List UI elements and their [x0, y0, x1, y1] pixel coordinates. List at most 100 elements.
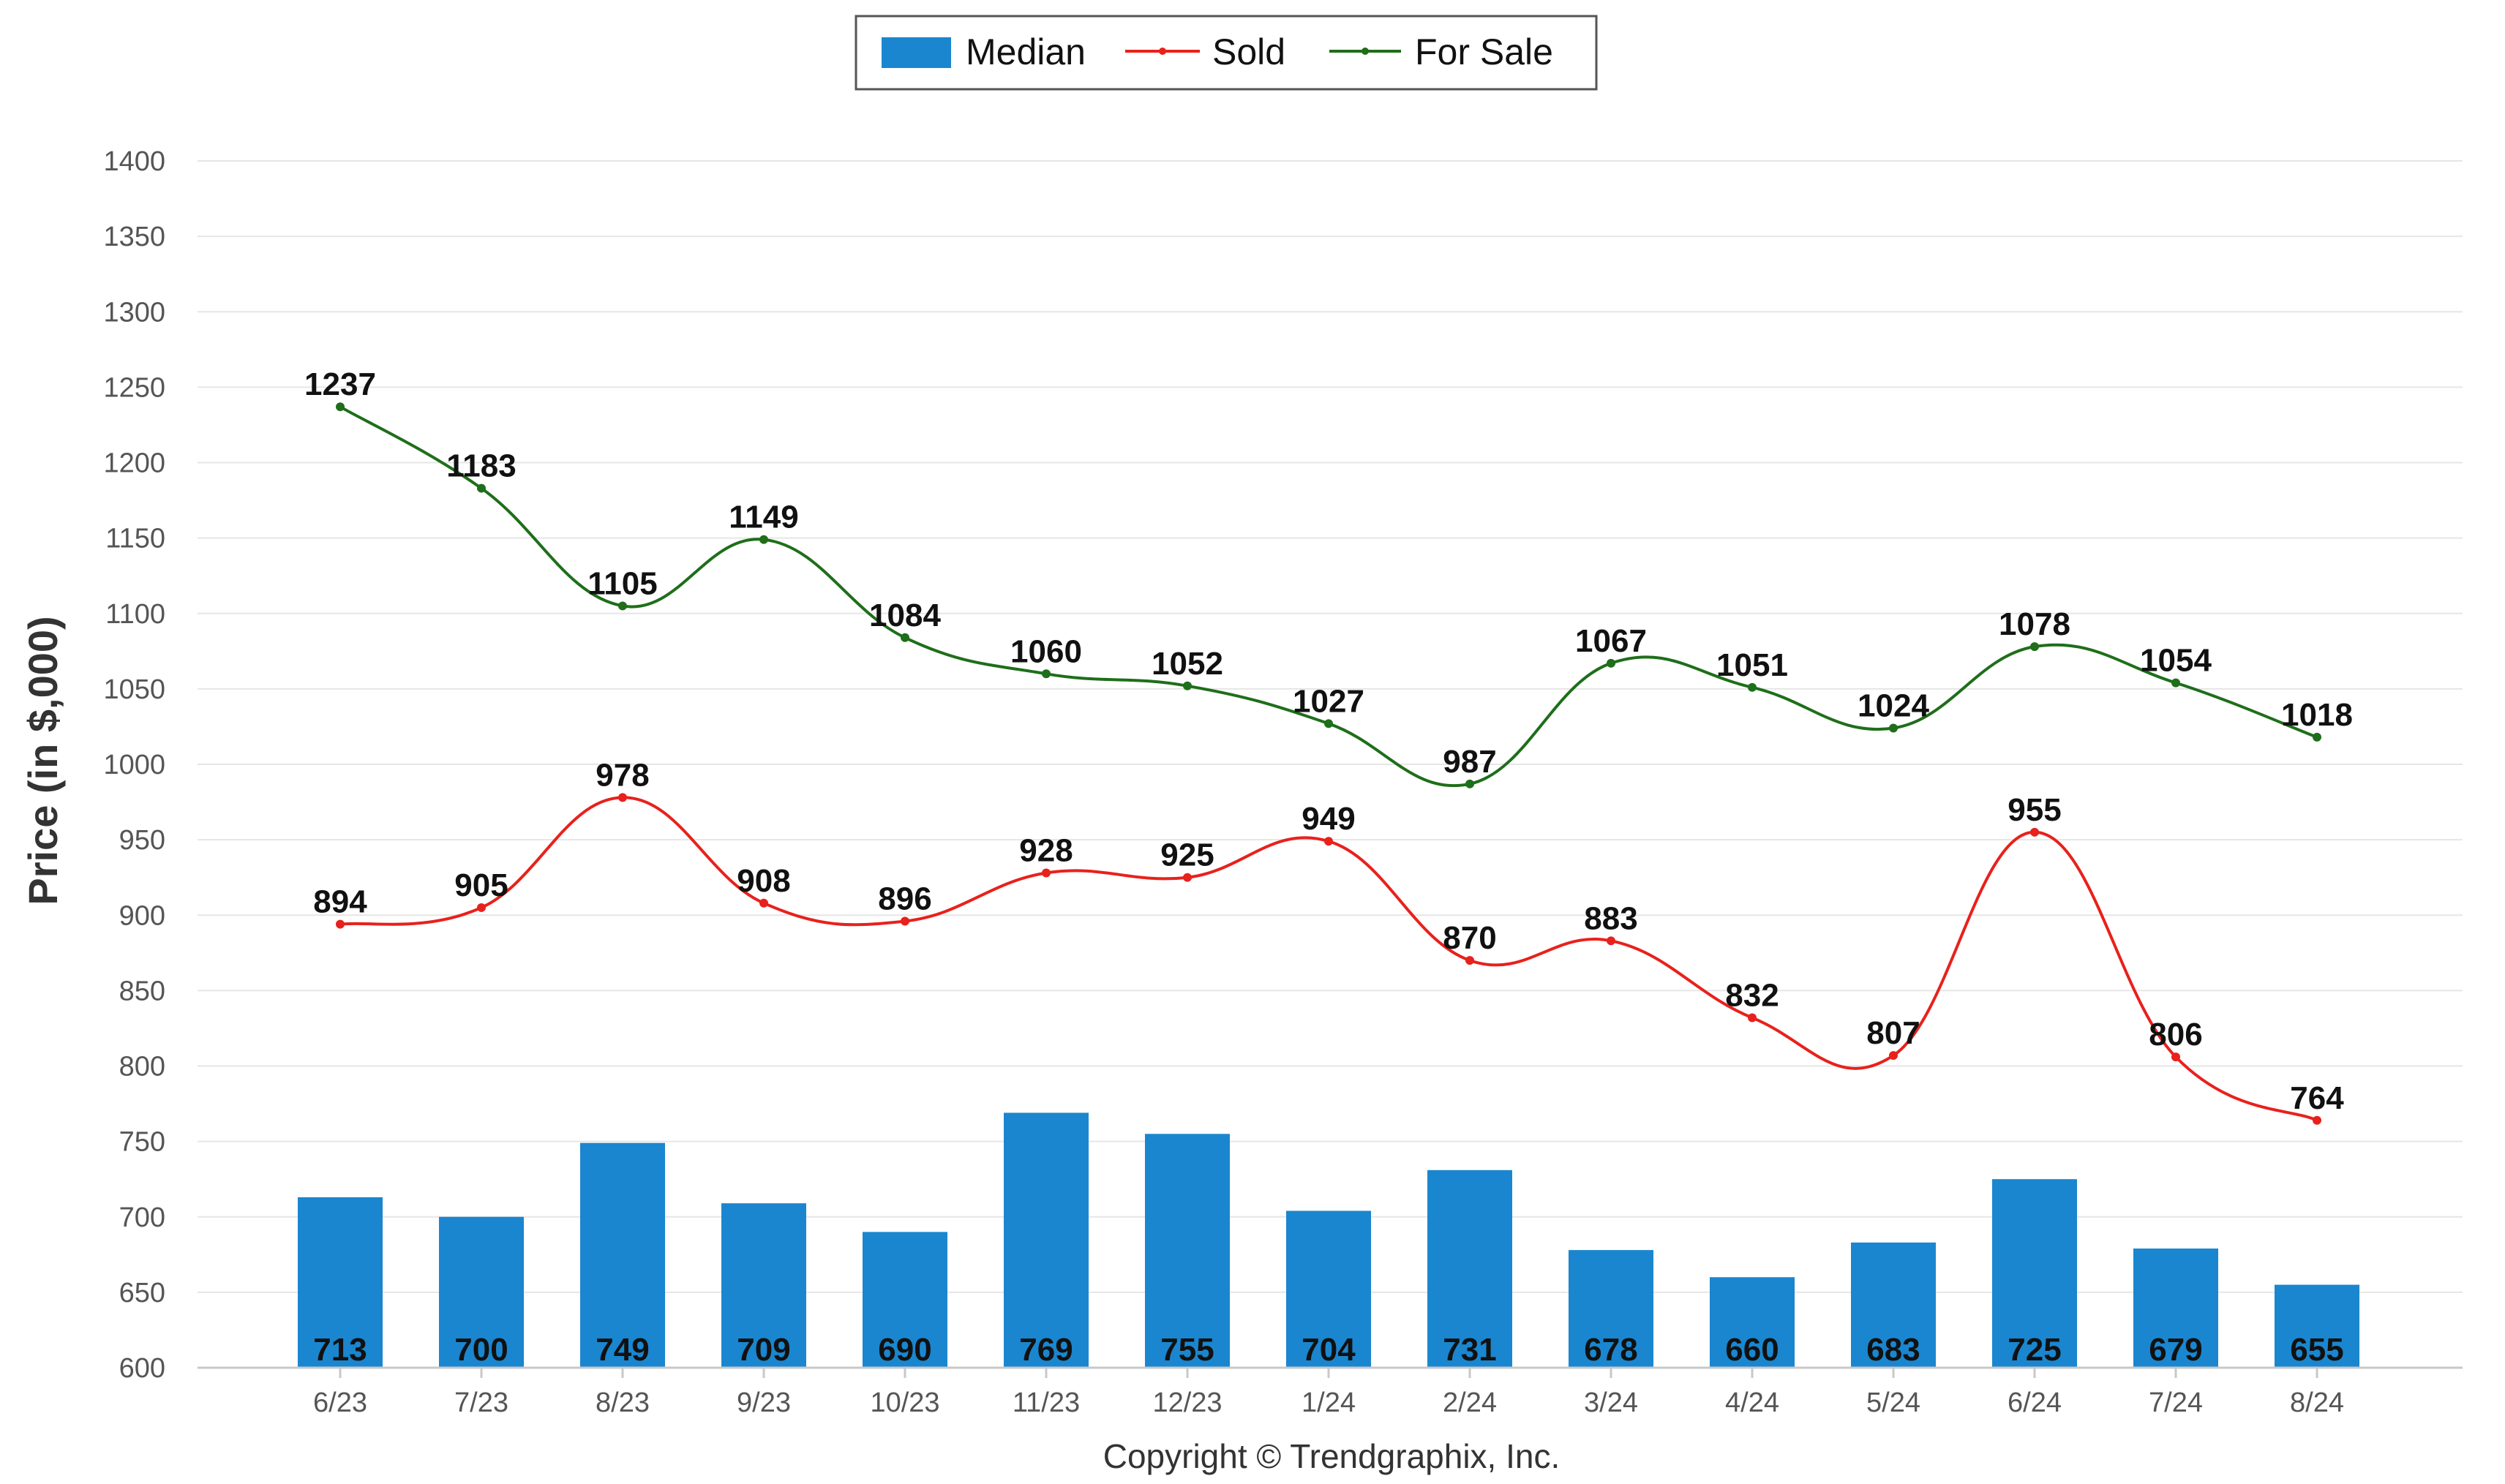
sold-point-2/24	[1465, 956, 1474, 965]
for-sale-point-11/23	[1042, 669, 1051, 679]
median-bar-5/24	[1851, 1242, 1936, 1368]
median-bar-label-9/23: 709	[737, 1332, 790, 1368]
median-bar-label-3/24: 678	[1584, 1332, 1637, 1368]
legend-sold-marker	[1159, 48, 1166, 55]
sold-label-9/23: 908	[737, 863, 790, 899]
median-bar-12/23	[1145, 1134, 1230, 1368]
median-bar-label-11/23: 769	[1019, 1332, 1073, 1368]
median-bar-2/24	[1427, 1170, 1512, 1368]
for-sale-label-11/23: 1060	[1010, 633, 1082, 669]
median-bar-7/23	[439, 1216, 524, 1368]
legend-forsale-marker	[1362, 48, 1369, 55]
for-sale-point-1/24	[1324, 719, 1333, 728]
median-bars	[298, 1112, 2359, 1368]
grid-lines	[198, 160, 2463, 1293]
legend-box	[855, 15, 1598, 91]
y-tick-label-650: 650	[119, 1278, 165, 1308]
sold-point-11/23	[1042, 868, 1051, 878]
sold-point-9/23	[759, 898, 768, 908]
sold-label-5/24: 807	[1866, 1015, 1920, 1051]
for-sale-label-9/23: 1149	[729, 500, 798, 535]
sold-point-8/24	[2313, 1115, 2321, 1125]
for-sale-point-7/24	[2171, 678, 2180, 688]
for-sale-label-6/23: 1237	[304, 366, 376, 402]
legend-median-swatch	[882, 37, 951, 68]
y-tick-label-1150: 1150	[105, 524, 165, 554]
for-sale-point-9/23	[759, 535, 768, 544]
data-points	[336, 402, 2321, 1125]
for-sale-label-7/23: 1183	[446, 448, 516, 484]
median-bar-label-5/24: 683	[1866, 1332, 1920, 1368]
sold-label-7/23: 905	[454, 867, 508, 903]
x-tick-label-5/24: 5/24	[1866, 1387, 1920, 1418]
x-tick-label-8/24: 8/24	[2290, 1387, 2344, 1418]
y-tick-label-750: 750	[119, 1127, 165, 1158]
sold-point-3/24	[1607, 936, 1615, 946]
y-tick-label-1300: 1300	[103, 297, 165, 328]
for-sale-point-10/23	[901, 633, 909, 642]
median-bar-11/23	[1004, 1112, 1089, 1368]
median-bar-label-10/23: 690	[878, 1332, 931, 1368]
x-tick-label-9/23: 9/23	[737, 1387, 791, 1418]
for-sale-label-3/24: 1067	[1575, 623, 1647, 659]
median-bar-label-6/24: 725	[2008, 1332, 2061, 1368]
sold-label-8/23: 978	[596, 757, 649, 793]
x-tick-label-6/24: 6/24	[2008, 1387, 2062, 1418]
y-axis-ticks: 600 650 700 750 800 850 900 950 1000 1050 1100 1150…	[103, 146, 165, 1384]
for-sale-point-2/24	[1465, 779, 1474, 788]
y-tick-label-950: 950	[119, 825, 165, 856]
sold-label-2/24: 870	[1443, 920, 1496, 956]
sold-point-8/23	[618, 793, 627, 802]
sold-point-5/24	[1889, 1051, 1898, 1061]
sold-label-8/24: 764	[2290, 1080, 2344, 1116]
sold-line	[339, 796, 2318, 1122]
for-sale-point-12/23	[1183, 681, 1192, 690]
x-tick-label-3/24: 3/24	[1584, 1387, 1638, 1418]
median-bar-label-4/24: 660	[1725, 1332, 1779, 1368]
y-tick-label-800: 800	[119, 1052, 165, 1082]
legend[interactable]: Median Sold For Sale	[855, 15, 1598, 91]
y-tick-label-1000: 1000	[103, 750, 165, 780]
y-tick-label-850: 850	[119, 976, 165, 1006]
sold-label-10/23: 896	[878, 881, 931, 917]
median-bar-10/23	[863, 1232, 947, 1368]
for-sale-point-6/24	[2030, 642, 2039, 652]
y-tick-label-1100: 1100	[105, 599, 165, 630]
data-labels: 713 700 749 709 690 769 755 704 731 678 660 683 725 6…	[304, 366, 2353, 1368]
x-tick-label-10/23: 10/23	[870, 1387, 939, 1418]
median-bar-label-1/24: 704	[1302, 1332, 1356, 1368]
for-sale-label-5/24: 1024	[1858, 688, 1929, 724]
sold-point-10/23	[901, 916, 909, 926]
sold-point-1/24	[1324, 837, 1333, 846]
sold-label-12/23: 925	[1160, 837, 1214, 873]
y-tick-label-1200: 1200	[103, 448, 165, 479]
legend-median-label[interactable]: Median	[966, 31, 1086, 72]
for-sale-label-7/24: 1054	[2140, 643, 2212, 679]
median-bar-8/24	[2275, 1284, 2359, 1368]
copyright-text: Copyright © Trendgraphix, Inc.	[1103, 1437, 1561, 1475]
y-tick-label-1050: 1050	[103, 674, 165, 705]
y-tick-label-1250: 1250	[103, 372, 165, 403]
legend-sold-label[interactable]: Sold	[1212, 31, 1285, 72]
sold-label-11/23: 928	[1019, 833, 1073, 869]
x-tick-label-7/23: 7/23	[454, 1387, 508, 1418]
for-sale-label-6/24: 1078	[1999, 606, 2070, 642]
for-sale-label-4/24: 1051	[1716, 647, 1788, 683]
median-bar-label-2/24: 731	[1443, 1332, 1496, 1368]
y-axis-title: Price (in $,000)	[20, 616, 66, 905]
x-tick-label-7/24: 7/24	[2149, 1387, 2203, 1418]
y-tick-label-700: 700	[119, 1202, 165, 1233]
sold-label-7/24: 806	[2149, 1017, 2202, 1052]
median-bar-9/23	[721, 1203, 806, 1368]
y-tick-label-1400: 1400	[103, 146, 165, 177]
for-sale-label-8/23: 1105	[587, 565, 657, 601]
median-bar-label-7/24: 679	[2149, 1332, 2202, 1368]
sold-label-6/24: 955	[2008, 792, 2061, 828]
sold-point-12/23	[1183, 873, 1192, 882]
legend-forsale-label[interactable]: For Sale	[1415, 31, 1553, 72]
x-tick-label-11/23: 11/23	[1013, 1387, 1080, 1418]
median-bar-4/24	[1710, 1277, 1795, 1368]
x-tick-label-6/23: 6/23	[313, 1387, 367, 1418]
